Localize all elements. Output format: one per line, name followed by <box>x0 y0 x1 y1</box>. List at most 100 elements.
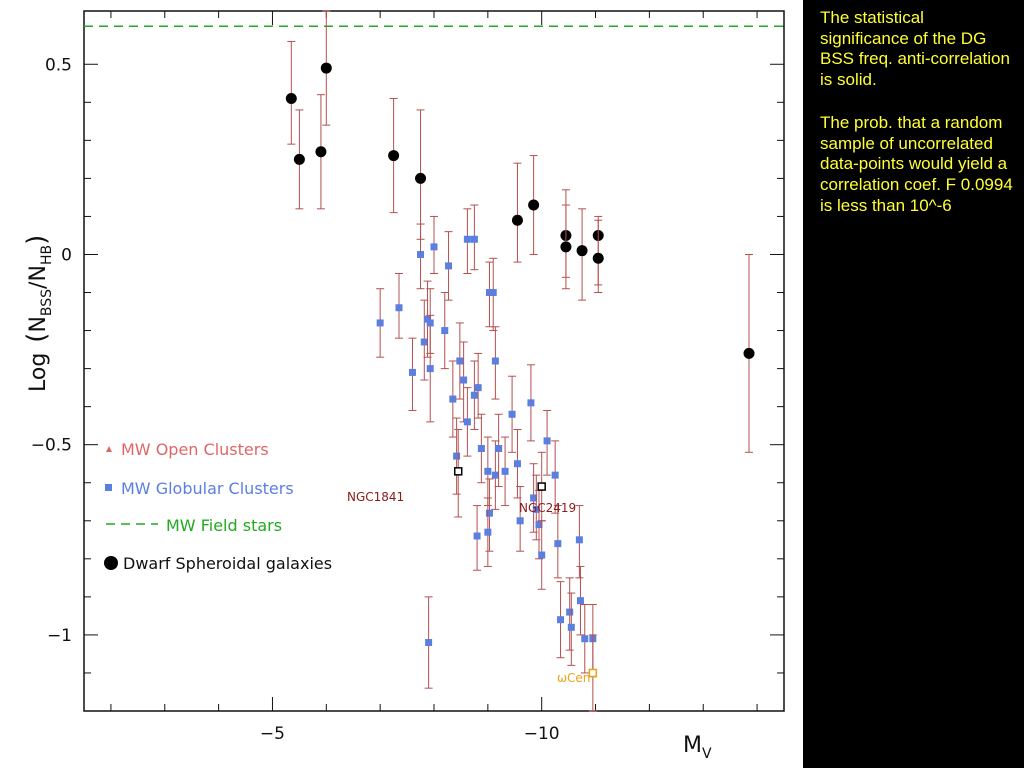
data-point <box>293 153 305 165</box>
legend-label: MW Open Clusters <box>121 440 269 459</box>
data-point <box>511 214 523 226</box>
data-point <box>470 235 478 243</box>
annotation-ngc1841: NGC1841 <box>347 490 404 504</box>
data-point <box>415 172 427 184</box>
data-point <box>395 304 403 312</box>
data-point <box>463 418 471 426</box>
data-point <box>575 536 583 544</box>
circle-icon <box>104 556 118 570</box>
data-point <box>408 368 416 376</box>
y-tick-label: −0.5 <box>31 436 72 456</box>
data-point <box>588 668 598 678</box>
data-point <box>543 437 551 445</box>
data-point <box>470 391 478 399</box>
triangle-icon <box>106 446 112 452</box>
data-point <box>501 467 509 475</box>
y-axis-title: Log(NBSS/NHB) <box>22 235 55 392</box>
data-point <box>425 639 433 647</box>
x-axis-title: MV <box>683 733 712 762</box>
data-point <box>320 62 332 74</box>
series-ωcen <box>588 634 598 712</box>
data-point <box>491 357 499 365</box>
data-point <box>554 540 562 548</box>
data-point <box>495 445 503 452</box>
data-point <box>424 315 432 323</box>
data-point <box>456 357 464 365</box>
legend: MW Open Clusters MW Globular Clusters MW… <box>104 440 332 573</box>
data-point <box>417 250 425 258</box>
data-point <box>535 521 543 529</box>
data-point <box>576 597 584 605</box>
series-ngc1841 <box>453 428 463 518</box>
legend-item-globular-clusters: MW Globular Clusters <box>105 479 294 498</box>
data-point <box>528 199 540 211</box>
square-icon <box>105 484 112 491</box>
y-tick-label: 0.5 <box>45 55 72 75</box>
data-point <box>474 384 482 392</box>
x-tick-label: −10 <box>524 724 560 744</box>
data-point <box>460 376 468 384</box>
data-point <box>430 243 438 251</box>
annotation-omega-cen: ωCen <box>557 671 590 685</box>
data-point <box>516 517 524 525</box>
data-point <box>485 509 493 517</box>
data-point <box>508 410 516 418</box>
data-point <box>285 93 297 104</box>
data-point <box>463 235 471 243</box>
legend-label: MW Field stars <box>166 516 282 535</box>
data-point <box>567 623 575 631</box>
data-point <box>453 467 463 476</box>
data-point <box>426 319 434 327</box>
data-point <box>420 338 428 346</box>
data-point <box>441 327 449 335</box>
data-point <box>376 319 384 327</box>
data-point <box>566 608 574 616</box>
x-tick-label: −5 <box>260 724 285 744</box>
plot-frame <box>83 10 785 712</box>
y-tick-label: 0 <box>61 245 72 265</box>
data-point <box>477 445 485 452</box>
data-point <box>513 460 521 468</box>
plot-panel: 0.5 0 −0.5 −1 −5 −10 MV Log(NBSS/NHB) MW Open… <box>0 0 803 768</box>
data-point <box>527 399 535 407</box>
annotation-ngc2419: NGC2419 <box>519 501 576 515</box>
data-point <box>538 551 546 559</box>
series-mw-globular-clusters <box>376 204 597 689</box>
side-text-paragraph-1: The statistical significance of the DG B… <box>820 8 1010 90</box>
axis-ticks: 0.5 0 −0.5 −1 −5 −10 <box>31 11 784 744</box>
data-point <box>484 467 492 475</box>
scatter-chart: 0.5 0 −0.5 −1 −5 −10 MV Log(NBSS/NHB) MW Open… <box>22 10 785 762</box>
data-point <box>560 241 572 253</box>
side-panel: The statistical significance of the DG B… <box>820 8 1016 239</box>
data-point <box>592 252 604 264</box>
data-marks <box>285 10 755 712</box>
data-point <box>537 482 546 491</box>
legend-label: Dwarf Spheroidal galaxies <box>123 554 332 573</box>
data-point <box>449 395 457 403</box>
data-point <box>445 262 453 270</box>
legend-item-open-clusters: MW Open Clusters <box>106 440 269 459</box>
y-tick-label: −1 <box>47 626 72 646</box>
legend-item-dwarf-galaxies: Dwarf Spheroidal galaxies <box>104 554 332 573</box>
data-point <box>388 150 400 162</box>
series-ngc2419 <box>537 451 546 522</box>
data-point <box>485 289 493 297</box>
data-point <box>426 365 434 373</box>
data-point <box>743 347 755 359</box>
series-dwarf-spheroidal-galaxies <box>285 10 755 453</box>
data-point <box>489 289 497 297</box>
data-point <box>315 146 327 158</box>
side-text-paragraph-2: The prob. that a random sample of uncorr… <box>820 112 1013 215</box>
data-point <box>576 245 588 257</box>
data-point <box>557 616 565 624</box>
data-point <box>530 494 538 502</box>
data-point <box>551 471 559 479</box>
data-point <box>581 635 589 643</box>
data-point <box>532 505 540 513</box>
data-point <box>473 532 481 540</box>
data-point <box>484 528 492 536</box>
legend-item-field-stars: MW Field stars <box>106 516 282 535</box>
legend-label: MW Globular Clusters <box>121 479 294 498</box>
data-point <box>453 452 461 460</box>
data-point <box>491 471 499 479</box>
